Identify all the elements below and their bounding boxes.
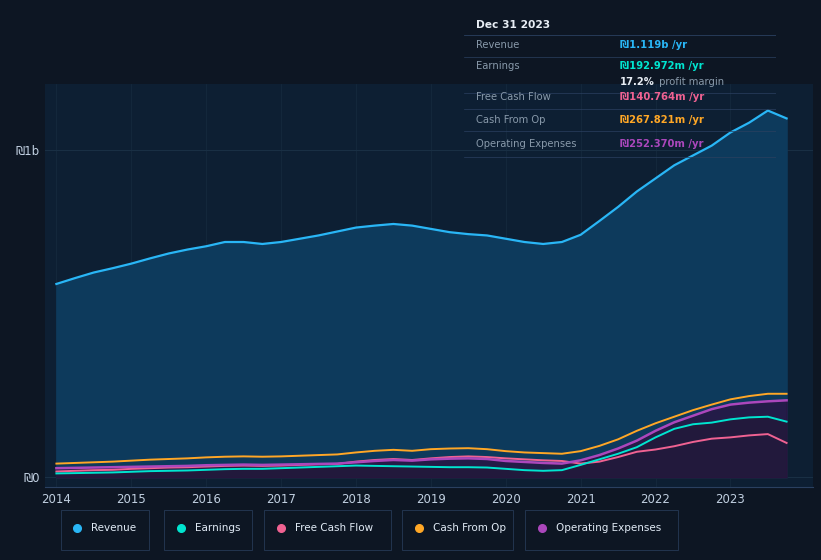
- Text: Operating Expenses: Operating Expenses: [556, 523, 661, 533]
- Text: Cash From Op: Cash From Op: [476, 115, 546, 125]
- Text: Earnings: Earnings: [195, 523, 241, 533]
- Text: 17.2%: 17.2%: [620, 77, 654, 87]
- Text: Free Cash Flow: Free Cash Flow: [476, 92, 551, 102]
- FancyBboxPatch shape: [264, 510, 391, 550]
- Text: ₪252.370m /yr: ₪252.370m /yr: [620, 138, 704, 148]
- Text: Free Cash Flow: Free Cash Flow: [295, 523, 373, 533]
- FancyBboxPatch shape: [164, 510, 252, 550]
- Text: ₪140.764m /yr: ₪140.764m /yr: [620, 92, 704, 102]
- Text: Operating Expenses: Operating Expenses: [476, 138, 577, 148]
- Text: ₪267.821m /yr: ₪267.821m /yr: [620, 115, 704, 125]
- Text: ₪192.972m /yr: ₪192.972m /yr: [620, 60, 704, 71]
- Text: Cash From Op: Cash From Op: [433, 523, 506, 533]
- FancyBboxPatch shape: [402, 510, 513, 550]
- Text: Dec 31 2023: Dec 31 2023: [476, 20, 550, 30]
- FancyBboxPatch shape: [61, 510, 149, 550]
- FancyBboxPatch shape: [525, 510, 678, 550]
- Text: profit margin: profit margin: [656, 77, 724, 87]
- Text: Revenue: Revenue: [91, 523, 136, 533]
- Text: Earnings: Earnings: [476, 60, 520, 71]
- Text: ₪1.119b /yr: ₪1.119b /yr: [620, 40, 687, 50]
- Text: Revenue: Revenue: [476, 40, 520, 50]
